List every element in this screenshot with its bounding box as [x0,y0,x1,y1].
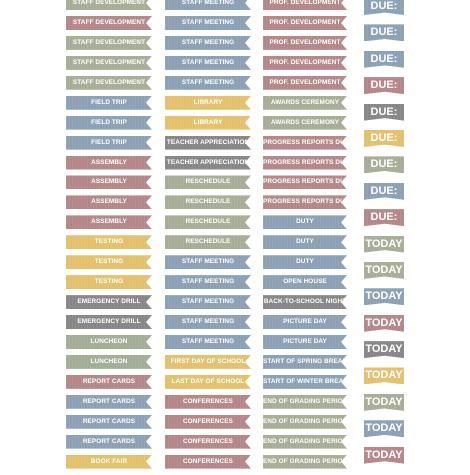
sticker-column-b: STAFF MEETING STAFF MEETING STAFF MEETING S… [165,0,251,475]
banner-sticker: END OF GRADING PERIOD [263,414,347,429]
banner-sticker: FIRST DAY OF SCHOOL [165,354,251,369]
banner-sticker: LUNCHEON [66,354,152,369]
tag-sticker: TODAY [364,261,404,279]
banner-sticker: CONFERENCES [165,434,251,449]
banner-sticker: PROF. DEVELOPMENT [263,75,347,90]
banner-sticker: FIELD TRIP [66,115,152,130]
banner-sticker: STAFF MEETING [165,15,251,30]
banner-sticker: ASSEMBLY [66,155,152,170]
banner-sticker: FIELD TRIP [66,135,152,150]
banner-sticker: REPORT CARDS [66,394,152,409]
banner-sticker: LIBRARY [165,95,251,110]
banner-sticker: STAFF MEETING [165,295,251,310]
tag-sticker: DUE: [364,77,404,95]
banner-sticker: END OF GRADING PERIOD [263,454,347,469]
banner-sticker: PROF. DEVELOPMENT [263,55,347,70]
banner-sticker: PICTURE DAY [263,315,347,329]
banner-sticker: STAFF MEETING [165,75,251,90]
tag-sticker: TODAY [364,314,404,332]
tag-sticker: DUE: [364,50,404,68]
banner-sticker: DUTY [263,215,347,230]
tag-sticker: DUE: [364,24,404,42]
banner-sticker: BACK-TO-SCHOOL NIGHT [263,295,347,310]
banner-sticker: EMERGENCY DRILL [66,295,152,310]
tag-sticker: TODAY [364,235,404,253]
banner-sticker: AWARDS CEREMONY [263,95,347,110]
banner-sticker: END OF GRADING PERIOD [263,434,347,449]
tag-sticker: TODAY [364,341,404,359]
banner-sticker: START OF WINTER BREAK [263,374,347,389]
banner-sticker: CONFERENCES [165,454,251,469]
banner-sticker: PICTURE DAY [263,334,347,349]
banner-sticker: REPORT CARDS [66,434,152,449]
banner-sticker: PROGRESS REPORTS DUE [263,175,347,190]
banner-sticker: DUTY [263,255,347,270]
tag-sticker: TODAY [364,420,404,438]
banner-sticker: END OF GRADING PERIOD [263,394,347,409]
banner-sticker: TESTING [66,235,152,250]
banner-sticker: CONFERENCES [165,394,251,409]
banner-sticker: STAFF MEETING [165,275,251,290]
banner-sticker: PROF. DEVELOPMENT [263,35,347,50]
banner-sticker: TEACHER APPRECIATION [165,135,251,150]
banner-sticker: LAST DAY OF SCHOOL [165,374,251,389]
banner-sticker: REPORT CARDS [66,414,152,429]
banner-sticker: STAFF MEETING [165,35,251,50]
banner-sticker: RESCHEDULE [165,195,251,210]
banner-sticker: STAFF DEVELOPMENT [66,55,152,70]
banner-sticker: RESCHEDULE [165,215,251,230]
tag-sticker: TODAY [364,288,404,306]
banner-sticker: AWARDS CEREMONY [263,115,347,130]
banner-sticker: PROGRESS REPORTS DUE [263,135,347,150]
banner-sticker: STAFF MEETING [165,334,251,349]
banner-sticker: ASSEMBLY [66,195,152,210]
tag-sticker: TODAY [364,446,404,464]
banner-sticker: PROF. DEVELOPMENT [263,0,347,10]
banner-sticker: REPORT CARDS [66,374,152,389]
banner-sticker: ASSEMBLY [66,215,152,230]
banner-sticker: TEACHER APPRECIATION [165,155,251,170]
tag-sticker: DUE: [364,103,404,121]
banner-sticker: RESCHEDULE [165,235,251,250]
banner-sticker: STAFF DEVELOPMENT [66,35,152,50]
banner-sticker: CONFERENCES [165,414,251,429]
banner-sticker: ASSEMBLY [66,175,152,190]
banner-sticker: LIBRARY [165,115,251,130]
banner-sticker: BOOK FAIR [66,454,152,469]
banner-sticker: STAFF MEETING [165,0,251,10]
sticker-column-a: STAFF DEVELOPMENT STAFF DEVELOPMENT STAFF … [66,0,152,475]
banner-sticker: STAFF DEVELOPMENT [66,0,152,10]
banner-sticker: RESCHEDULE [165,175,251,190]
banner-sticker: STAFF MEETING [165,315,251,329]
tag-sticker: DUE: [364,156,404,174]
banner-sticker: TESTING [66,255,152,270]
banner-sticker: STAFF MEETING [165,55,251,70]
tag-sticker: TODAY [364,367,404,385]
tag-sticker: DUE: [364,182,404,200]
banner-sticker: STAFF DEVELOPMENT [66,15,152,30]
banner-sticker: DUTY [263,235,347,250]
banner-sticker: START OF SPRING BREAK [263,354,347,369]
banner-sticker: PROGRESS REPORTS DUE [263,195,347,210]
banner-sticker: FIELD TRIP [66,95,152,110]
banner-sticker: STAFF DEVELOPMENT [66,75,152,90]
banner-sticker: EMERGENCY DRILL [66,315,152,329]
banner-sticker: LUNCHEON [66,334,152,349]
banner-sticker: STAFF MEETING [165,255,251,270]
banner-sticker: PROF. DEVELOPMENT [263,15,347,30]
banner-sticker: OPEN HOUSE [263,275,347,290]
tag-sticker: DUE: [364,129,404,147]
tag-sticker: TODAY [364,393,404,411]
sticker-column-d: DUE: DUE: DUE: DUE: DUE: DUE: DUE: DUE: DUE: TODA… [364,0,404,473]
banner-sticker: PROGRESS REPORTS DUE [263,155,347,170]
tag-sticker: DUE: [364,209,404,227]
sticker-column-c: PROF. DEVELOPMENT PROF. DEVELOPMENT PROF. … [263,0,347,475]
tag-sticker: DUE: [364,0,404,15]
banner-sticker: TESTING [66,275,152,290]
